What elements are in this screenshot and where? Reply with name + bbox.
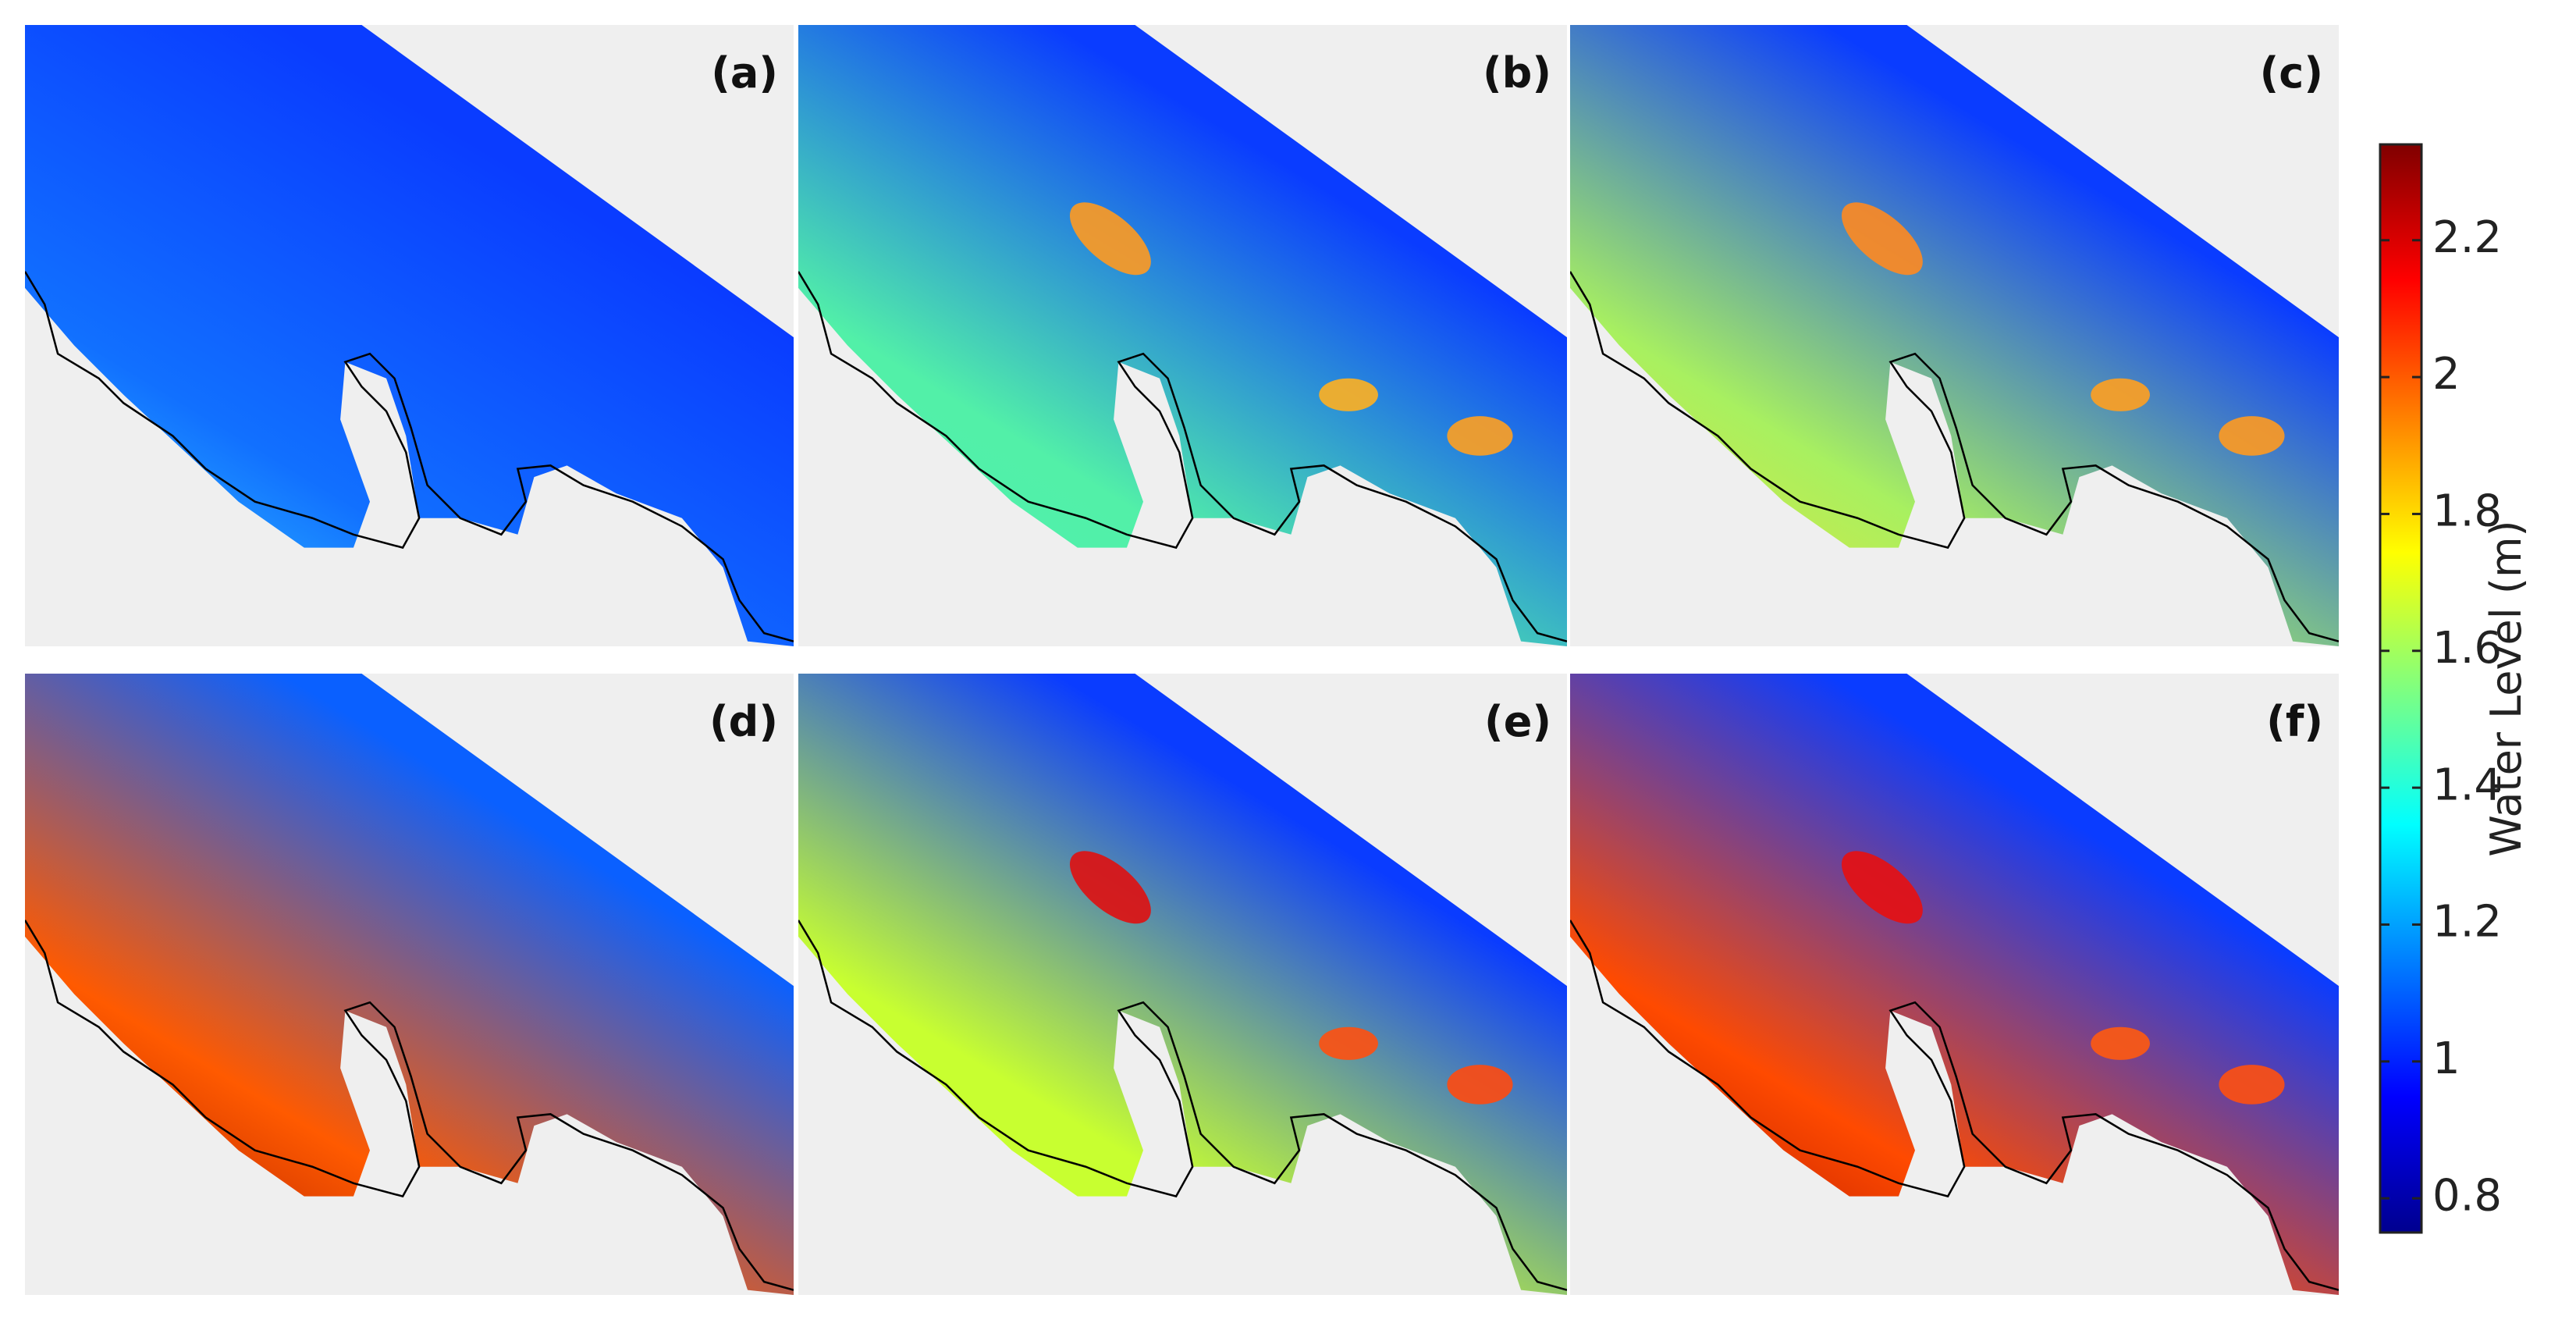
panel-label: (c) <box>2260 48 2323 98</box>
map-panel <box>1570 25 2339 646</box>
water-field <box>25 25 794 646</box>
map-panel <box>25 674 794 1295</box>
coastline <box>798 271 1567 642</box>
surge-hotspot <box>1319 378 1378 411</box>
water-field <box>25 674 794 1295</box>
surge-hotspot <box>1447 416 1513 456</box>
colorbar-tick-label: 1.4 <box>2432 759 2502 810</box>
surge-hotspot <box>1069 851 1151 924</box>
surge-hotspot <box>1447 1065 1513 1105</box>
coastline <box>1570 920 2339 1291</box>
colorbar-tick-label: 1.2 <box>2432 897 2502 948</box>
water-field <box>798 674 1567 1295</box>
colorbar-tick-label: 1.8 <box>2432 486 2502 537</box>
colorbar-label: Water Level (m) <box>2482 520 2531 856</box>
panel-label: (a) <box>711 48 778 98</box>
surge-hotspot <box>1069 202 1151 276</box>
surge-hotspot <box>2091 1026 2150 1060</box>
coastline <box>798 920 1567 1291</box>
water-field <box>798 25 1567 646</box>
coastline <box>25 271 794 642</box>
panel-label: (b) <box>1483 48 1551 98</box>
map-panel <box>1570 674 2339 1295</box>
coastline <box>1570 271 2339 642</box>
colorbar-tick-label: 1 <box>2432 1033 2461 1084</box>
water-field <box>1570 674 2339 1295</box>
panel-label: (f) <box>2266 697 2323 746</box>
map-panel <box>25 25 794 646</box>
panel-label: (d) <box>709 697 778 746</box>
colorbar <box>2379 143 2423 1234</box>
colorbar-tick-label: 1.6 <box>2432 623 2502 674</box>
map-panel <box>798 674 1567 1295</box>
panel-label: (e) <box>1484 697 1551 746</box>
coastline <box>25 920 794 1291</box>
surge-hotspot <box>2219 1065 2285 1105</box>
colorbar-tick-label: 2 <box>2432 349 2461 400</box>
surge-hotspot <box>1319 1026 1378 1060</box>
water-field <box>1570 25 2339 646</box>
map-panel <box>798 25 1567 646</box>
surge-hotspot <box>2091 378 2150 411</box>
surge-hotspot <box>1841 851 1923 924</box>
surge-hotspot <box>1841 202 1923 276</box>
colorbar-tick-label: 2.2 <box>2432 212 2502 263</box>
surge-hotspot <box>2219 416 2285 456</box>
colorbar-tick-label: 0.8 <box>2432 1170 2502 1221</box>
